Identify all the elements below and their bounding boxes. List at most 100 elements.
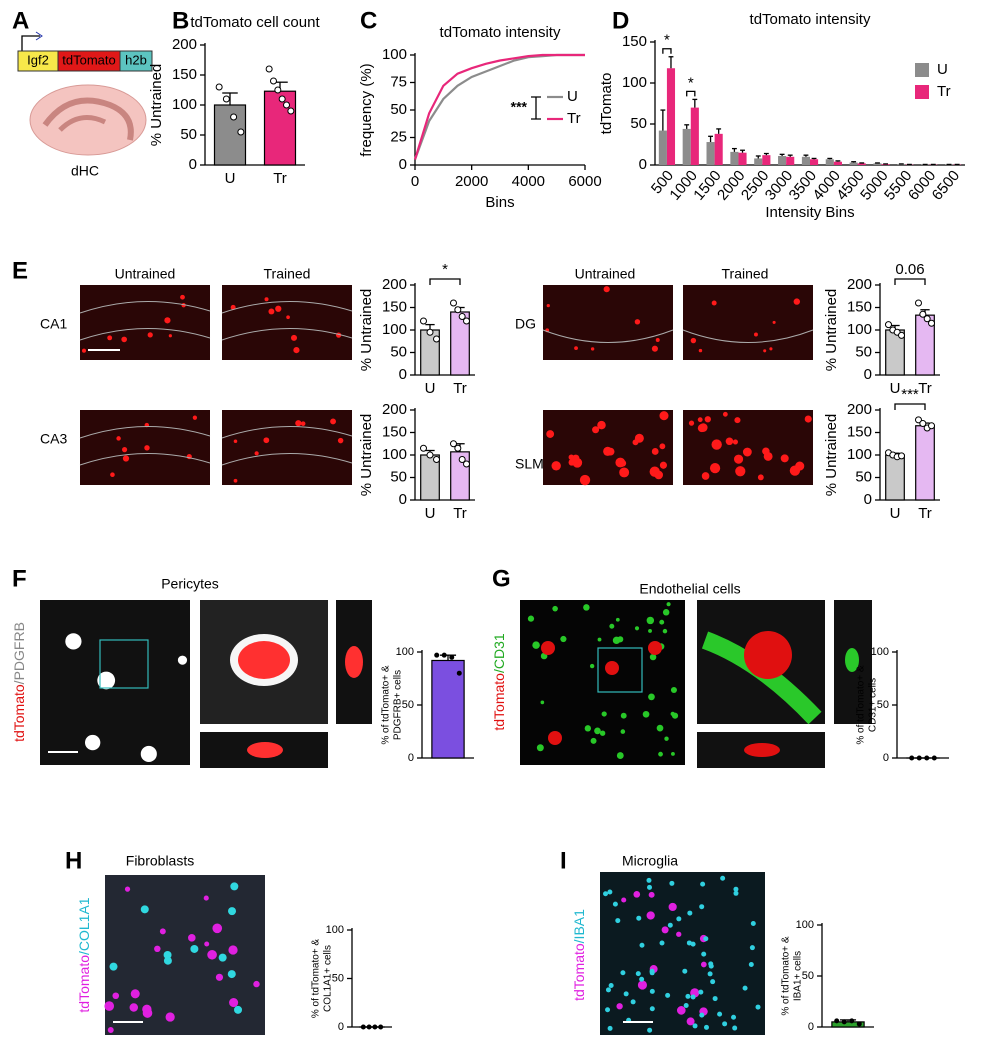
data-point xyxy=(283,101,291,109)
cell xyxy=(238,641,290,679)
cell xyxy=(617,636,624,643)
cell xyxy=(536,744,544,752)
cell xyxy=(686,940,692,946)
data-point xyxy=(360,1024,366,1030)
significance-label: *** xyxy=(901,386,919,403)
data-point xyxy=(849,1018,855,1024)
cell xyxy=(654,470,663,480)
series-line xyxy=(413,53,585,160)
data-point xyxy=(914,299,922,307)
cell xyxy=(659,940,665,946)
cell xyxy=(620,712,627,719)
data-point xyxy=(931,755,937,761)
cell xyxy=(763,451,773,461)
cell xyxy=(590,347,595,351)
cell xyxy=(685,993,691,999)
cell xyxy=(845,648,859,672)
cell xyxy=(757,474,764,481)
cell xyxy=(647,1027,653,1033)
bar xyxy=(263,90,297,166)
data-point xyxy=(419,444,427,452)
micrograph xyxy=(683,285,813,360)
cell xyxy=(603,286,610,293)
cell xyxy=(599,730,606,736)
y-tick-label: 0 xyxy=(399,366,407,383)
y-tick-label: 0 xyxy=(338,1021,344,1033)
x-tick-label: U xyxy=(890,505,901,522)
cell xyxy=(140,905,149,914)
cell xyxy=(233,478,238,483)
bar xyxy=(690,107,699,165)
bar xyxy=(666,68,676,165)
cell xyxy=(665,992,671,998)
y-tick-label: 0 xyxy=(864,366,872,383)
cell xyxy=(163,950,172,959)
legend-swatch xyxy=(915,63,929,77)
x-tick-label: U xyxy=(425,380,436,397)
cell xyxy=(755,1004,761,1010)
bar xyxy=(778,155,787,165)
y-tick-label: 50 xyxy=(402,699,414,711)
cell xyxy=(180,294,185,300)
micrograph xyxy=(543,285,673,360)
cell xyxy=(583,604,590,611)
data-point xyxy=(449,440,457,448)
cell xyxy=(345,646,363,678)
cell xyxy=(639,942,645,948)
data-point xyxy=(834,1018,840,1024)
gene-label: tdTomato xyxy=(62,52,115,67)
y-tick-label: 100 xyxy=(847,321,872,338)
layer-outline xyxy=(221,426,353,439)
bar xyxy=(849,162,858,165)
data-point xyxy=(924,755,930,761)
cell xyxy=(615,918,621,924)
bar xyxy=(881,164,890,165)
cell xyxy=(646,877,652,883)
region-label: DG xyxy=(515,316,536,332)
data-point xyxy=(456,670,462,676)
y-tick-label: 100 xyxy=(396,646,414,658)
cell xyxy=(659,443,666,450)
data-point xyxy=(366,1024,372,1030)
legend-label: Tr xyxy=(937,83,951,100)
bar xyxy=(897,164,906,165)
data-point xyxy=(458,313,466,320)
hippocampus-layer xyxy=(58,115,107,132)
y-tick-label: 50 xyxy=(390,343,407,360)
cell xyxy=(722,411,728,417)
data-point xyxy=(898,452,906,460)
cell xyxy=(634,626,640,631)
cell xyxy=(540,700,545,705)
layer-outline xyxy=(221,328,353,341)
cell xyxy=(668,902,677,912)
cell xyxy=(646,911,655,920)
stain-part: /CD31 xyxy=(491,633,507,673)
data-point xyxy=(928,319,936,327)
y-tick-label: 0 xyxy=(399,156,407,173)
cell xyxy=(734,417,741,424)
x-axis-label: Intensity Bins xyxy=(765,204,854,221)
cell xyxy=(607,1025,613,1031)
cell xyxy=(659,619,665,625)
significance-label: *** xyxy=(511,99,528,115)
stain-part: /PDGFRB xyxy=(11,622,27,684)
y-tick-label: 0 xyxy=(189,156,197,173)
y-tick-label: 0 xyxy=(864,491,872,508)
inset-box xyxy=(597,647,643,693)
data-point xyxy=(463,460,471,468)
data-point xyxy=(928,422,936,430)
cell xyxy=(192,415,198,420)
cell xyxy=(218,953,227,962)
cell xyxy=(253,980,260,988)
cell xyxy=(254,451,259,456)
x-axis-label: Bins xyxy=(485,194,514,211)
cell xyxy=(204,941,210,947)
cell xyxy=(703,1024,709,1030)
cell xyxy=(109,962,118,971)
significance-label: 0.06 xyxy=(895,261,924,278)
bar xyxy=(714,133,723,165)
bar xyxy=(786,156,795,165)
cell xyxy=(671,712,679,719)
stain-label: tdTomato/PDGFRB xyxy=(11,622,27,742)
stain-part: /IBA1 xyxy=(571,909,587,943)
